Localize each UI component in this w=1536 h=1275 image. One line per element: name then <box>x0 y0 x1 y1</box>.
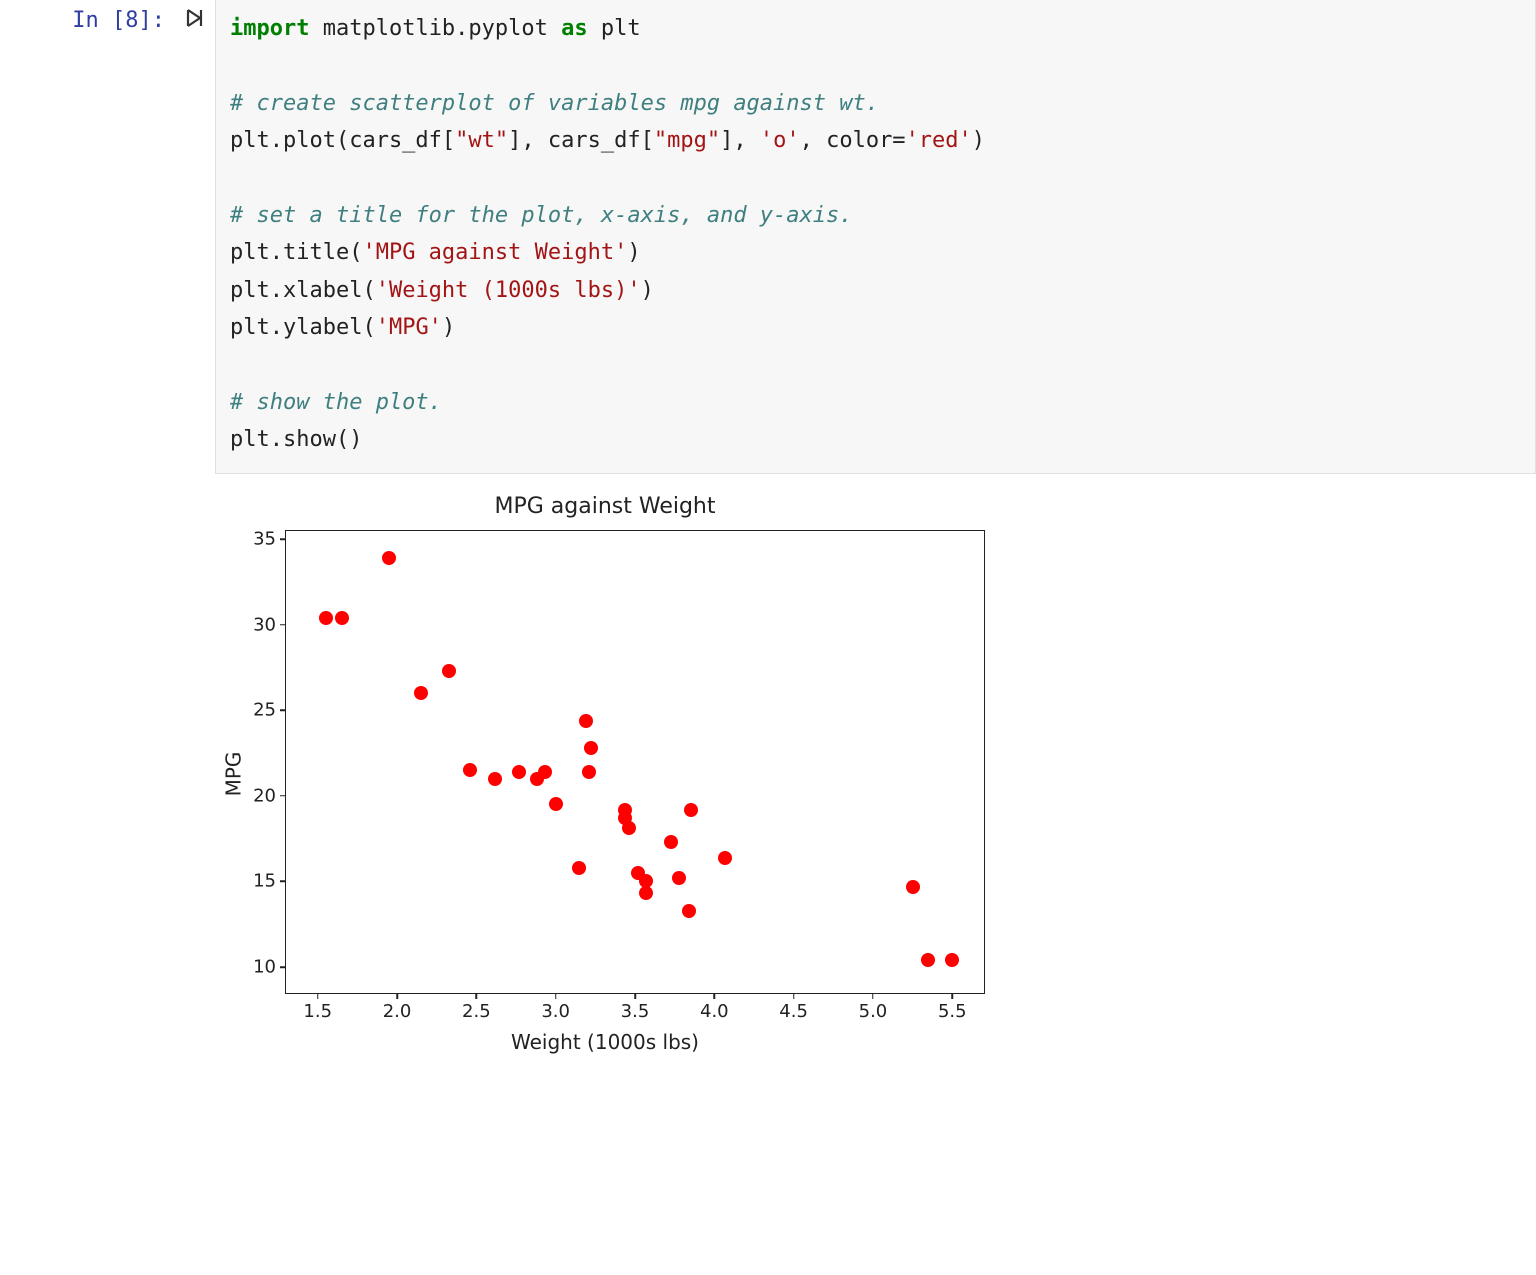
plot-frame: 1015202530351.52.02.53.03.54.04.55.05.5 <box>285 530 985 994</box>
chart-xlabel: Weight (1000s lbs) <box>215 1030 995 1054</box>
data-point <box>682 904 696 918</box>
xtick-label: 1.5 <box>303 1001 332 1022</box>
xtick-label: 3.0 <box>541 1001 570 1022</box>
xtick-label: 2.5 <box>462 1001 491 1022</box>
xtick-label: 3.5 <box>621 1001 650 1022</box>
run-cell-icon <box>186 11 204 33</box>
ytick-label: 30 <box>253 614 276 635</box>
data-point <box>442 664 456 678</box>
ytick-mark <box>280 538 286 540</box>
data-point <box>335 611 349 625</box>
data-point <box>921 953 935 967</box>
data-point <box>684 803 698 817</box>
prompt-number: 8 <box>125 8 138 33</box>
xtick-mark <box>555 993 557 999</box>
data-point <box>906 880 920 894</box>
data-point <box>664 835 678 849</box>
xtick-mark <box>634 993 636 999</box>
ytick-mark <box>280 966 286 968</box>
prompt-prefix: In [ <box>72 8 125 33</box>
prompt-suffix: ]: <box>139 8 166 33</box>
data-point <box>718 851 732 865</box>
ytick-mark <box>280 710 286 712</box>
data-point <box>618 803 632 817</box>
xtick-mark <box>793 993 795 999</box>
scatter-chart: MPG against Weight MPG 1015202530351.52.… <box>215 494 995 1054</box>
input-prompt: In [8]: <box>0 0 175 33</box>
run-cell-button[interactable] <box>175 0 215 34</box>
data-point <box>512 765 526 779</box>
ytick-label: 15 <box>253 871 276 892</box>
data-point <box>572 861 586 875</box>
cell-output-area: MPG against Weight MPG 1015202530351.52.… <box>215 474 1536 1094</box>
data-point <box>639 886 653 900</box>
xtick-label: 4.0 <box>700 1001 729 1022</box>
ytick-label: 35 <box>253 529 276 550</box>
data-point <box>672 871 686 885</box>
xtick-mark <box>714 993 716 999</box>
xtick-mark <box>476 993 478 999</box>
ytick-mark <box>280 795 286 797</box>
data-point <box>319 611 333 625</box>
data-point <box>382 551 396 565</box>
notebook-input-cell: In [8]: import matplotlib.pyplot as plt … <box>0 0 1536 474</box>
xtick-label: 5.0 <box>859 1001 888 1022</box>
data-point <box>584 741 598 755</box>
xtick-mark <box>317 993 319 999</box>
ytick-mark <box>280 624 286 626</box>
data-point <box>945 953 959 967</box>
ytick-mark <box>280 881 286 883</box>
data-point <box>622 821 636 835</box>
xtick-label: 5.5 <box>938 1001 967 1022</box>
xtick-mark <box>952 993 954 999</box>
xtick-mark <box>396 993 398 999</box>
xtick-label: 2.0 <box>383 1001 412 1022</box>
ytick-label: 20 <box>253 785 276 806</box>
ytick-label: 10 <box>253 957 276 978</box>
data-point <box>579 714 593 728</box>
data-point <box>414 686 428 700</box>
data-point <box>538 765 552 779</box>
data-point <box>463 763 477 777</box>
chart-ylabel: MPG <box>221 751 245 796</box>
data-point <box>582 765 596 779</box>
chart-title: MPG against Weight <box>215 494 995 519</box>
xtick-mark <box>872 993 874 999</box>
code-input-area[interactable]: import matplotlib.pyplot as plt # create… <box>215 0 1536 474</box>
data-point <box>488 772 502 786</box>
data-point <box>549 797 563 811</box>
xtick-label: 4.5 <box>779 1001 808 1022</box>
ytick-label: 25 <box>253 700 276 721</box>
